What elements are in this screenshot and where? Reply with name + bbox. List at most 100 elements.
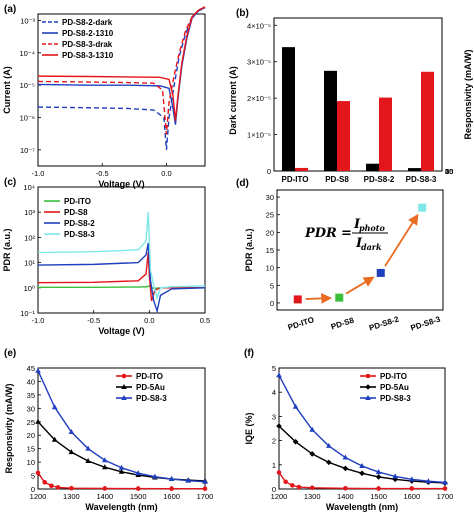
x-tick-label: 1500 xyxy=(130,492,147,501)
legend-label: PD-5Au xyxy=(136,383,165,392)
data-point xyxy=(42,479,47,485)
y-tick-label: 2 xyxy=(272,437,276,446)
x-tick-label: -1.0 xyxy=(32,316,45,325)
chart-e: (e) 1200 1300 1400 1500 1600 1700 Wavelength (n… xyxy=(4,348,213,512)
data-point xyxy=(409,476,415,482)
x-category-label: PD-S8 xyxy=(325,175,349,184)
formula-denominator-sub: dark xyxy=(361,242,382,252)
legend-label: PD-5Au xyxy=(380,383,409,392)
bar-dark-current xyxy=(408,168,421,171)
y-tick-label-right: 5 xyxy=(445,167,449,176)
data-point xyxy=(35,367,41,373)
bar-dark-current xyxy=(324,70,337,171)
x-tick-label: -1.0 xyxy=(32,169,45,178)
data-point xyxy=(326,459,332,466)
data-point xyxy=(365,384,371,390)
x-tick-label: 0.0 xyxy=(144,316,154,325)
y-tick-label: 10⁻⁵ xyxy=(20,81,35,90)
data-point xyxy=(359,463,365,469)
x-category-label: PD-S8-3 xyxy=(406,175,437,184)
y-tick-label: 40 xyxy=(27,377,35,386)
series-line-3 xyxy=(37,6,206,121)
data-point xyxy=(326,442,332,448)
series-line-3 xyxy=(37,212,206,301)
data-point xyxy=(342,454,349,460)
data-point xyxy=(85,445,91,451)
data-point xyxy=(418,203,427,212)
chart-d: (d) 0 5 10 15 20 25 30 PDR (a.u.) PD-ITO PD-S8 PD-S… xyxy=(236,178,444,333)
formula-numerator-sub: photo xyxy=(359,223,385,233)
legend-label: PD-S8-3-drak xyxy=(62,40,113,49)
x-category-label: PD-ITO xyxy=(282,175,309,184)
y-tick-label: 10³ xyxy=(24,208,35,217)
data-point xyxy=(169,486,174,492)
data-point xyxy=(442,479,448,485)
y-tick-label: 35 xyxy=(27,391,35,400)
plot-frame xyxy=(273,17,443,172)
data-point xyxy=(135,486,141,491)
data-point xyxy=(359,470,365,477)
x-tick-label: 1700 xyxy=(197,492,214,501)
data-point xyxy=(309,451,315,457)
x-category-label: PD-S8-2 xyxy=(364,175,395,184)
y-tick-label: 10² xyxy=(24,233,35,242)
data-point xyxy=(276,372,282,378)
data-point xyxy=(168,476,175,482)
data-point xyxy=(309,426,315,432)
legend-label: PD-S8-3 xyxy=(380,394,411,403)
series-line-0 xyxy=(37,6,206,150)
y-tick-label: 10 xyxy=(266,264,274,273)
data-point xyxy=(342,465,349,472)
y-axis-label: IQE (%) xyxy=(244,412,254,444)
plot-frame xyxy=(37,186,206,314)
data-point xyxy=(276,423,282,429)
legend-label: PD-S8-3 xyxy=(64,230,95,239)
chart-f: (f) 1200 1300 1400 1500 1600 1700 Wavelength (n… xyxy=(244,348,453,512)
data-point xyxy=(185,477,192,483)
data-point xyxy=(375,469,382,475)
data-point xyxy=(85,458,91,464)
y-tick-label-right: 20 xyxy=(445,167,453,176)
panel-label: (f) xyxy=(244,348,254,359)
bar-dark-current xyxy=(366,163,379,171)
data-point xyxy=(102,457,108,463)
data-point xyxy=(121,395,127,400)
x-category-label: PD-ITO xyxy=(287,315,315,332)
data-point xyxy=(292,403,299,409)
panel-label: (e) xyxy=(4,348,16,359)
data-point xyxy=(118,464,125,470)
y-tick-label: 5 xyxy=(270,281,274,290)
y-axis-label: PDR (a.u.) xyxy=(2,228,12,271)
y-tick-label-right: 15 xyxy=(445,167,453,176)
data-point xyxy=(283,479,288,485)
data-point xyxy=(102,486,108,491)
trend-arrow xyxy=(345,276,375,295)
data-point xyxy=(276,470,282,475)
x-axis-label: Voltage (V) xyxy=(98,179,144,189)
data-point xyxy=(68,449,75,455)
bar-responsivity xyxy=(379,97,392,171)
series-line-2 xyxy=(37,242,206,314)
x-axis-label: Voltage (V) xyxy=(98,326,144,336)
y-tick-label: 20 xyxy=(266,228,274,237)
y-tick-label: 4×10⁻⁵ xyxy=(247,21,271,30)
y-axis-label: PDR (a.u.) xyxy=(244,228,254,271)
y-tick-label: 20 xyxy=(27,431,35,440)
y-tick-label: 10⁻³ xyxy=(20,16,35,25)
data-point xyxy=(365,373,371,379)
y-tick-label: 2×10⁻⁵ xyxy=(247,94,271,103)
x-tick-label: -0.5 xyxy=(87,316,100,325)
data-point xyxy=(425,478,432,484)
data-point xyxy=(35,470,41,476)
y-tick-label-right: 0 xyxy=(445,167,449,176)
y-tick-label: 30 xyxy=(27,404,35,413)
data-point xyxy=(442,486,448,491)
bar-responsivity xyxy=(421,71,434,171)
y-tick-label: 5 xyxy=(272,364,276,373)
y-tick-label: 10¹ xyxy=(24,259,35,268)
formula-numerator: I xyxy=(353,217,361,232)
data-point xyxy=(135,470,141,476)
trend-arrow xyxy=(384,213,419,267)
y-tick-label: 10⁻¹ xyxy=(20,309,35,318)
